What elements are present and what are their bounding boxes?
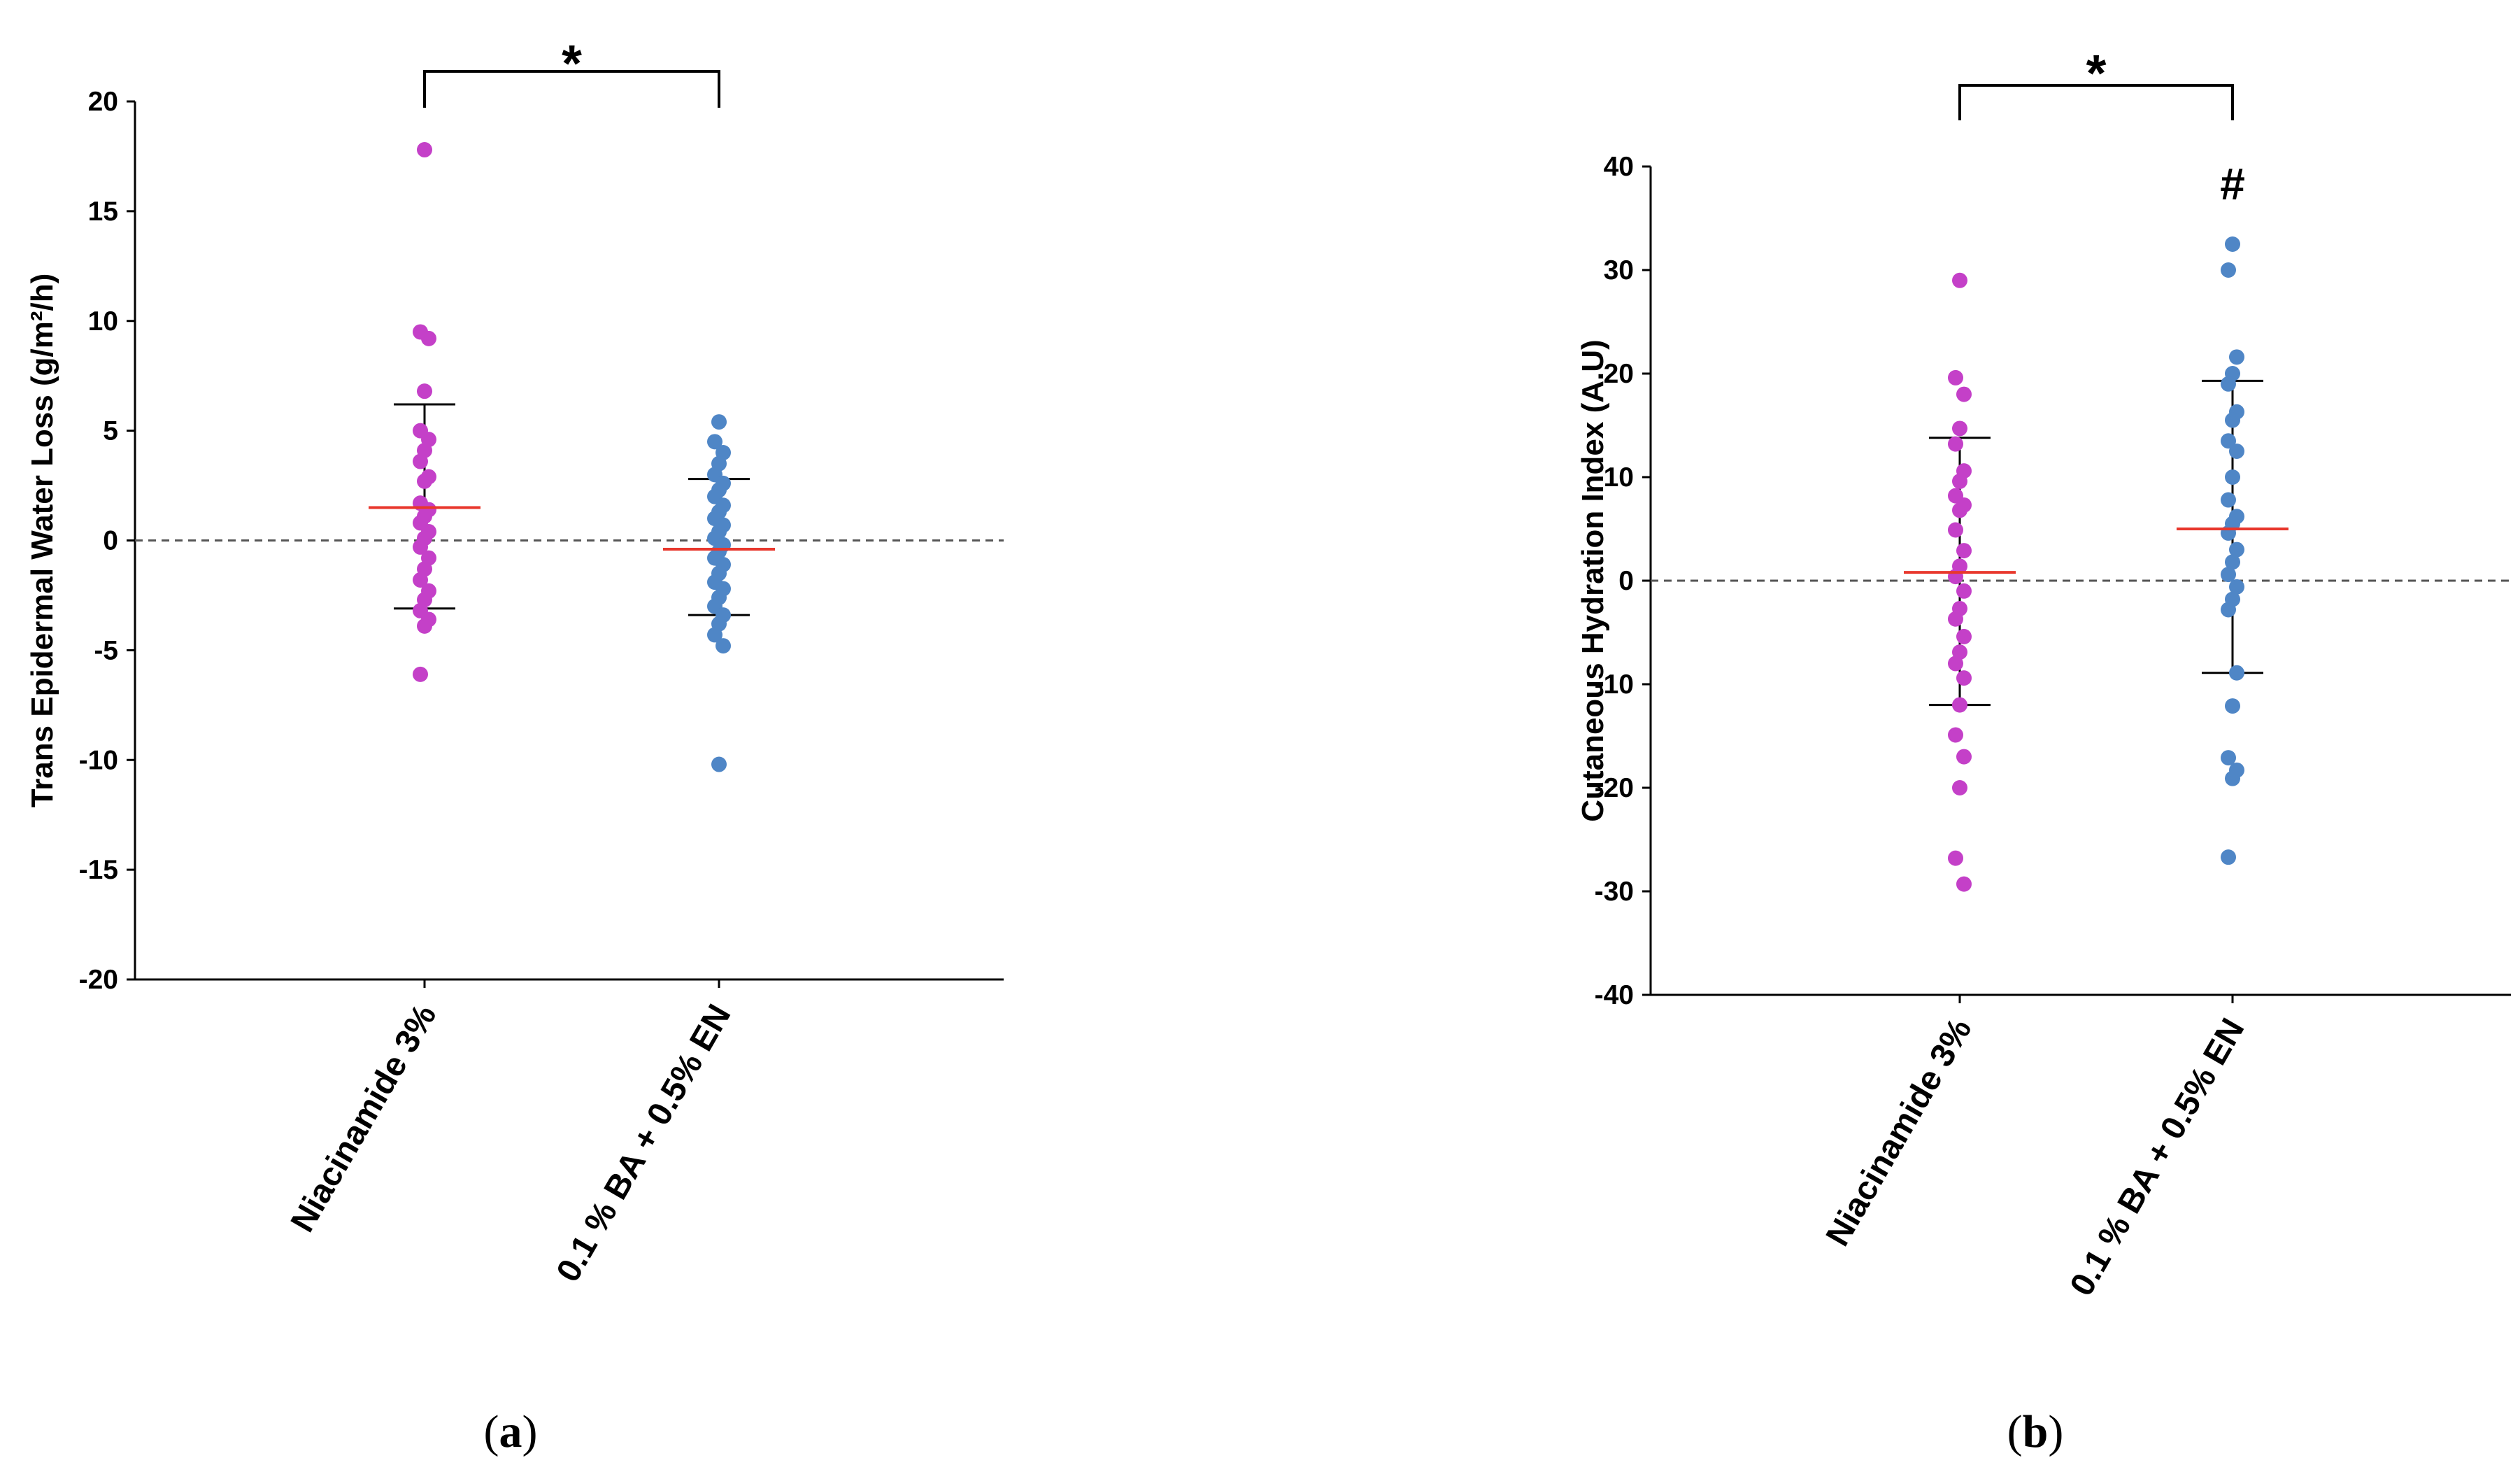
y-tick-label: -20 [1595, 773, 1634, 803]
data-point [1952, 420, 1967, 437]
data-point [1948, 727, 1963, 743]
panel-label: (a) [484, 1406, 538, 1457]
y-tick-label: 20 [88, 87, 118, 117]
data-point [2221, 262, 2236, 278]
data-point [2229, 579, 2244, 595]
data-point [2225, 412, 2240, 428]
y-tick-label: -10 [1595, 670, 1634, 700]
series-1 [663, 414, 775, 772]
y-tick-label: -40 [1595, 980, 1634, 1010]
data-point [1956, 628, 1972, 644]
data-point [417, 383, 432, 399]
series-0 [1904, 272, 2016, 892]
data-point [1956, 876, 1972, 892]
y-tick-label: 15 [88, 197, 118, 227]
significance-bracket [423, 70, 720, 108]
data-point [1948, 850, 1963, 866]
data-point [413, 572, 428, 588]
data-point [1952, 697, 1967, 713]
y-tick-label: 0 [103, 526, 118, 556]
data-point [2229, 444, 2244, 459]
y-tick-label: -10 [79, 745, 118, 775]
data-point [413, 453, 428, 469]
y-tick-label: 40 [1604, 152, 1634, 182]
data-point [2221, 567, 2236, 583]
y-tick-label: -15 [79, 855, 118, 885]
significance-label: * [2086, 44, 2107, 102]
panel-label-letter: b [2023, 1406, 2049, 1457]
data-point [413, 666, 428, 682]
data-point [1956, 583, 1972, 599]
data-point [2221, 492, 2236, 508]
data-point [1956, 386, 1972, 402]
series-0 [369, 142, 480, 682]
y-tick-label: 5 [103, 416, 118, 446]
significance-bracket [1958, 84, 2234, 120]
data-point [2225, 554, 2240, 570]
y-tick-label: -5 [94, 635, 118, 665]
y-tick-label: -20 [79, 965, 118, 995]
y-tick-label: -30 [1595, 877, 1634, 907]
y-tick-label: 20 [1604, 359, 1634, 389]
data-point [711, 414, 727, 430]
data-point [1956, 670, 1972, 686]
data-point [413, 539, 428, 555]
panel-label-letter: a [499, 1406, 522, 1457]
y-tick-label: 30 [1604, 255, 1634, 285]
data-point [2221, 849, 2236, 865]
data-point [2229, 665, 2244, 681]
category-label: Niacinamide 3% [1819, 1012, 1979, 1252]
data-point [1952, 502, 1967, 518]
data-point [2229, 542, 2244, 558]
data-point [707, 434, 722, 450]
data-point [1948, 611, 1963, 627]
panel-label: (b) [2007, 1406, 2064, 1457]
y-tick-label: 0 [1618, 566, 1634, 596]
data-point [707, 627, 722, 643]
data-point [1948, 436, 1963, 452]
category-label: 0.1 % BA + 0.5% EN [2063, 1012, 2252, 1302]
data-point [2229, 349, 2244, 365]
data-point [417, 142, 432, 158]
data-point [1948, 656, 1963, 672]
data-point [2225, 770, 2240, 786]
data-point [2225, 236, 2240, 252]
data-point [2225, 698, 2240, 714]
data-point [1952, 473, 1967, 489]
panel-b: -40 -30 -20 -10 0 10 20 30 40 Cutaneous Hydration… [1576, 44, 2511, 1457]
data-point [2221, 750, 2236, 766]
data-point [1948, 369, 1963, 385]
data-point [2221, 433, 2236, 449]
data-point [1948, 522, 1963, 538]
data-point [716, 638, 731, 654]
data-point [1956, 543, 1972, 559]
y-tick-label: 10 [88, 306, 118, 337]
series-1 [2177, 236, 2288, 865]
data-point [417, 618, 432, 634]
data-point [2225, 469, 2240, 485]
y-tick-label: 10 [1604, 462, 1634, 493]
data-point [421, 330, 436, 346]
panel-a: -20 -15 -10 -5 0 5 10 15 20 Trans Epidermal Water… [25, 34, 1004, 1457]
data-point [2221, 376, 2236, 392]
category-label: Niacinamide 3% [284, 998, 444, 1238]
data-point [1956, 749, 1972, 765]
y-axis-title: Cutaneous Hydration Index (A.U) [1576, 339, 1610, 821]
data-point [1952, 780, 1967, 795]
significance-label: * [562, 34, 582, 92]
hash-annotation: # [2220, 159, 2245, 209]
category-label: 0.1 % BA + 0.5% EN [550, 998, 739, 1288]
data-point [711, 756, 727, 772]
data-point [2221, 602, 2236, 618]
data-point [417, 473, 432, 489]
data-point [1952, 272, 1967, 288]
y-axis-title: Trans Epidermal Water Loss (g/m²/h) [25, 274, 59, 808]
